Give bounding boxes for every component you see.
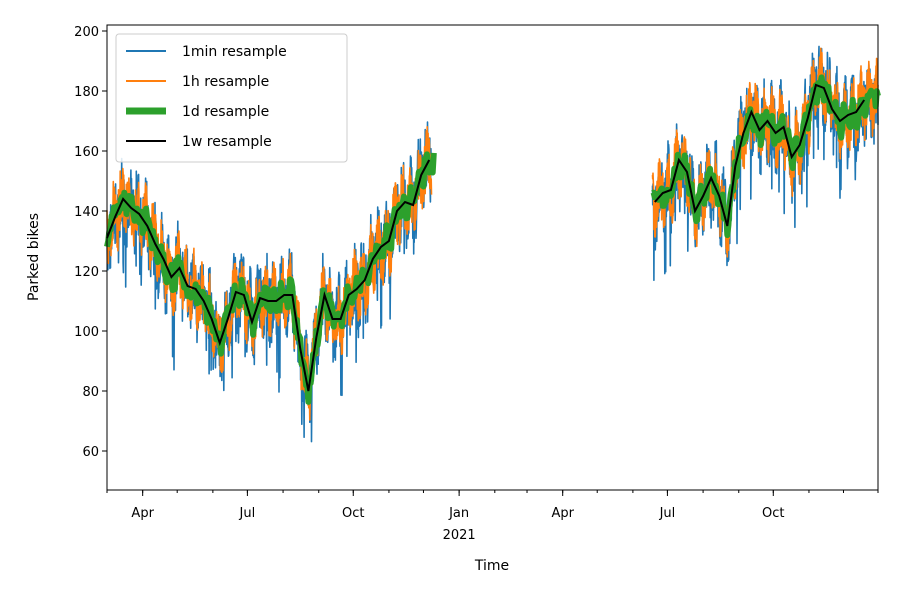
1w-resample-line-1 — [106, 159, 431, 392]
1w-resample-line-2 — [654, 83, 866, 227]
y-axis-label: Parked bikes — [26, 213, 42, 301]
y-tick-label: 80 — [82, 385, 99, 400]
legend: 1min resample 1h resample 1d resample 1w re… — [115, 33, 348, 163]
x-tick-label: Apr — [131, 506, 154, 521]
axes: 60 80 100 120 140 160 180 200 Apr Jul Oct Jan 2021 Ap… — [74, 25, 879, 543]
1h-resample-line-1 — [106, 126, 433, 421]
y-tick-label: 200 — [74, 25, 99, 40]
axes-frame — [106, 24, 879, 491]
legend-label: 1d resample — [182, 104, 269, 120]
y-tick-label: 160 — [74, 145, 99, 160]
y-tick-label: 140 — [74, 205, 99, 220]
legend-label: 1w resample — [182, 134, 272, 150]
plot-area — [104, 45, 881, 443]
y-tick-label: 100 — [74, 325, 99, 340]
x-tick-label: Oct — [762, 506, 784, 521]
x-tick-sublabel: 2021 — [443, 528, 476, 543]
x-axis-label: Time — [474, 558, 509, 574]
x-tick-label: Jul — [239, 506, 256, 521]
1d-resample-line-1 — [104, 151, 437, 405]
1h-resample-line-2 — [651, 47, 879, 258]
legend-box — [115, 33, 348, 163]
legend-label: 1h resample — [182, 74, 269, 90]
x-tick-label: Jul — [659, 506, 676, 521]
x-tick-label: Jan — [448, 506, 469, 521]
legend-label: 1min resample — [182, 44, 287, 60]
y-tick-label: 120 — [74, 265, 99, 280]
x-tick-label: Apr — [551, 506, 574, 521]
x-tick-label: Oct — [342, 506, 364, 521]
y-tick-label: 180 — [74, 85, 99, 100]
y-tick-label: 60 — [82, 445, 99, 460]
